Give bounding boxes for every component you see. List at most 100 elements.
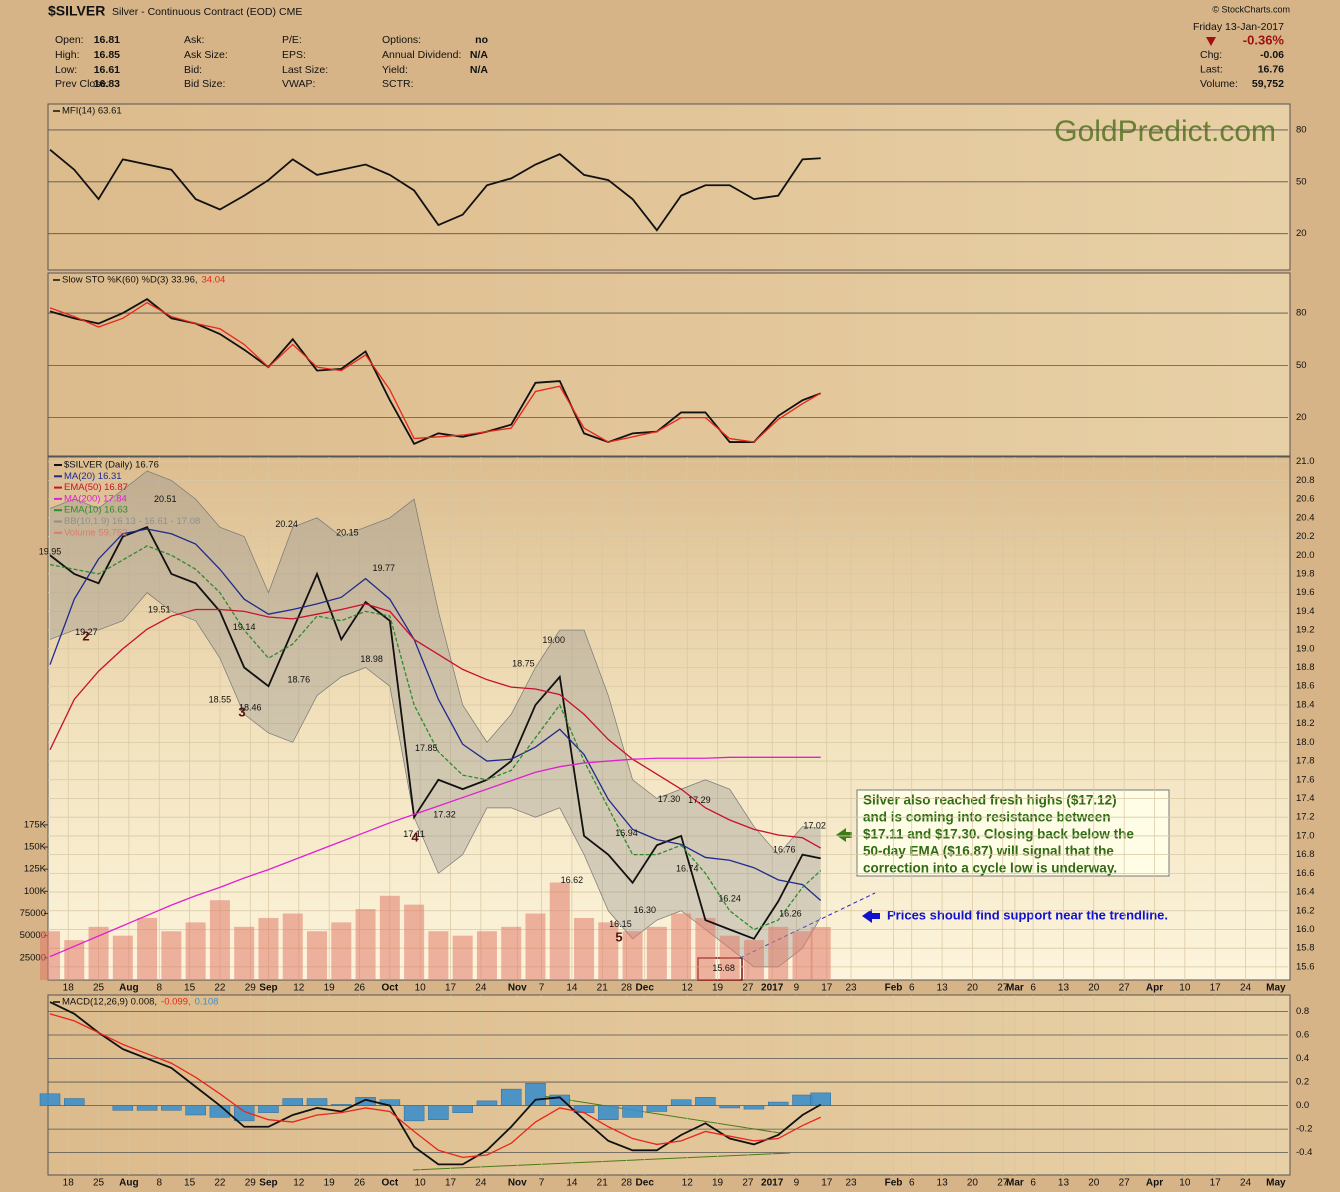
price-label: 16.62 (561, 875, 584, 885)
histogram-bar (525, 1082, 546, 1106)
quote-label: Prev Close: (55, 78, 109, 90)
y-tick-label: 0.4 (1296, 1053, 1309, 1064)
x-tick-label: 12 (293, 983, 305, 994)
quote-label: VWAP: (282, 78, 315, 90)
legend-label: 34.04 (202, 275, 226, 286)
wave-label: 5 (615, 929, 622, 944)
histogram-bar (670, 1099, 692, 1106)
x-tick-label: 15 (184, 983, 196, 994)
x-tick-label: 14 (566, 983, 578, 994)
histogram-bar (282, 1098, 303, 1106)
x-tick-label: 21 (597, 983, 609, 994)
y-tick-label: 20 (1296, 412, 1307, 423)
band-fill (50, 471, 821, 967)
summary-label: Volume: (1200, 78, 1238, 90)
legend-label: $SILVER (Daily) 16.76 (64, 460, 159, 471)
y-tick-label: 20.8 (1296, 475, 1315, 486)
volume-bar (622, 931, 643, 980)
y-tick-label: 16.0 (1296, 924, 1315, 935)
y-tick-label: 20.4 (1296, 512, 1315, 523)
y-tick-label: 20 (1296, 228, 1307, 239)
legend-label: Slow STO %K(60) %D(3) 33.96, (62, 275, 198, 286)
x-tick-label: 27 (742, 1178, 754, 1189)
y2-tick-label: 25000 (20, 952, 46, 963)
price-label: 20.51 (154, 494, 177, 504)
volume-bar (64, 940, 85, 980)
x-tick-label: 12 (682, 1178, 694, 1189)
summary-label: Last: (1200, 63, 1223, 75)
x-tick-label: 27 (1119, 983, 1131, 994)
histogram-bar (476, 1100, 498, 1106)
x-tick-label: 10 (1179, 983, 1191, 994)
x-tick-label: Mar (1006, 1178, 1024, 1189)
histogram-bar (185, 1105, 206, 1116)
quote-label: Annual Dividend: (382, 49, 461, 61)
x-tick-label: 20 (967, 983, 979, 994)
y-tick-label: 17.2 (1296, 812, 1315, 823)
comment-line: $17.11 and $17.30. Closing back below th… (863, 827, 1134, 842)
x-tick-label: 10 (415, 983, 427, 994)
x-tick-label: 26 (354, 1178, 366, 1189)
price-label: 16.15 (609, 919, 632, 929)
x-tick-label: Sep (259, 1178, 277, 1189)
x-tick-label: 6 (909, 983, 915, 994)
volume-bar (549, 882, 570, 980)
volume-bar (404, 904, 425, 980)
y-tick-label: 16.2 (1296, 905, 1315, 916)
x-tick-label: 22 (214, 1178, 226, 1189)
x-tick-label: May (1266, 1178, 1286, 1189)
price-label: 16.26 (779, 909, 802, 919)
price-label: 17.11 (403, 829, 425, 839)
volume-bar (743, 940, 764, 980)
y-tick-label: 0.8 (1296, 1006, 1309, 1017)
price-label: 18.46 (239, 703, 262, 713)
histogram-bar (500, 1088, 522, 1106)
x-tick-label: 24 (475, 1178, 487, 1189)
x-tick-label: 19 (324, 1178, 336, 1189)
x-tick-label: 10 (1179, 1178, 1191, 1189)
y-tick-label: 0.0 (1296, 1100, 1309, 1111)
y-tick-label: 21.0 (1296, 456, 1315, 467)
series-line (49, 603, 822, 849)
y-tick-label: 17.0 (1296, 830, 1315, 841)
y2-tick-label: 150K (24, 842, 47, 853)
volume-bar (452, 935, 473, 980)
change-pct: -0.36% (1243, 32, 1285, 47)
x-tick-label: 20 (967, 1178, 979, 1189)
volume-bar (258, 917, 279, 980)
y-tick-label: 80 (1296, 308, 1307, 319)
y-tick-label: 20.2 (1296, 531, 1315, 542)
y2-tick-label: 100K (24, 886, 47, 897)
x-tick-label: Dec (636, 1178, 655, 1189)
support-note: Prices should find support near the tren… (887, 907, 1168, 922)
macd-divergence-line (412, 1152, 791, 1171)
date: Friday 13-Jan-2017 (1193, 21, 1284, 33)
comment-line: Silver also reached fresh highs ($17.12) (863, 793, 1117, 808)
x-tick-label: 17 (821, 1178, 833, 1189)
volume-bar (574, 917, 595, 980)
volume-bar (185, 922, 206, 980)
volume-bar (137, 917, 158, 980)
volume-bar (671, 913, 692, 980)
y-tick-label: 20.6 (1296, 494, 1315, 505)
y-tick-label: 17.6 (1296, 774, 1315, 785)
volume-bar (695, 917, 716, 980)
x-tick-label: 2017 (761, 1178, 784, 1189)
quote-label: P/E: (282, 34, 302, 46)
quote-value: 16.61 (94, 64, 120, 76)
series-line (49, 756, 821, 958)
x-tick-label: Aug (119, 1178, 138, 1189)
x-tick-label: 15 (184, 1178, 196, 1189)
y-tick-label: 19.0 (1296, 643, 1315, 654)
legend-label: EMA(10) 16.63 (64, 505, 128, 516)
volume-bar (719, 935, 740, 980)
volume-bar (792, 931, 813, 980)
price-label: 19.14 (233, 622, 256, 632)
quote-value: 16.83 (94, 78, 120, 90)
x-tick-label: 24 (1240, 983, 1252, 994)
x-tick-label: Feb (885, 1178, 903, 1189)
price-label: 17.32 (433, 809, 456, 819)
x-tick-label: 19 (712, 983, 724, 994)
wave-label: 4 (411, 829, 419, 844)
comment-line: 50-day EMA ($16.87) will signal that the (863, 844, 1114, 859)
